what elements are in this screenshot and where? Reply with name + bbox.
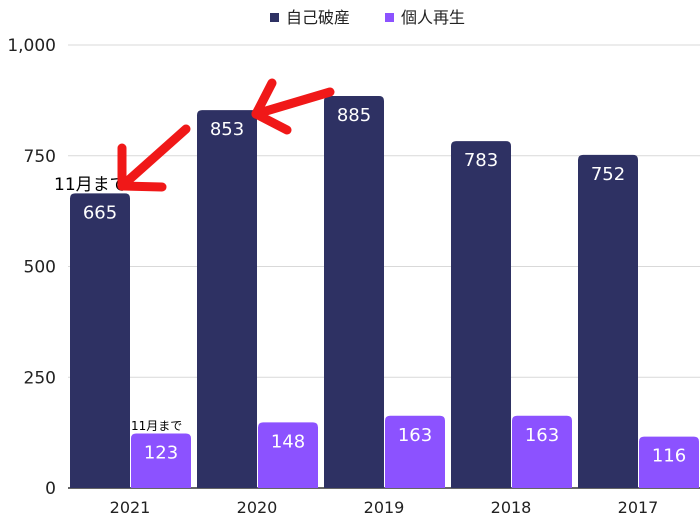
y-tick-label: 1,000 [7, 36, 56, 56]
x-tick-label: 2017 [618, 498, 659, 517]
y-tick-label: 750 [24, 147, 56, 167]
legend: 自己破産 個人再生 [270, 8, 465, 27]
x-axis-ticks: 2021 2020 2019 2018 2017 [110, 498, 659, 517]
y-tick-label: 0 [45, 479, 56, 499]
annotation-label-1: 11月まで [54, 175, 127, 195]
y-tick-label: 250 [24, 368, 56, 388]
data-label: 783 [464, 150, 498, 171]
bar-bankruptcy-2019 [324, 95, 384, 488]
red-arrow-1 [117, 124, 191, 192]
bar-bankruptcy-2021 [70, 193, 130, 488]
annotation-label-2: 11月まで [131, 419, 182, 433]
data-label: 148 [271, 431, 305, 452]
data-label: 163 [525, 425, 559, 446]
y-axis-ticks: 0 250 500 750 1,000 [7, 36, 56, 499]
x-tick-label: 2018 [491, 498, 532, 517]
legend-swatch [385, 13, 394, 22]
data-label: 885 [337, 105, 371, 126]
data-label: 163 [398, 425, 432, 446]
bar-bankruptcy-2017 [578, 154, 638, 488]
bar-rehabilitation-2020 [258, 422, 318, 488]
red-arrow-2 [251, 78, 335, 135]
x-tick-label: 2019 [364, 498, 405, 517]
bar-rehabilitation-2017 [639, 436, 699, 488]
bar-rehabilitation-2021 [131, 433, 191, 488]
bar-bankruptcy-2018 [451, 141, 511, 489]
data-label: 123 [144, 443, 178, 464]
data-label: 853 [210, 119, 244, 140]
bars: 665 123 853 148 885 163 783 163 752 116 [70, 95, 699, 489]
bar-rehabilitation-2018 [512, 415, 572, 488]
legend-label: 自己破産 [286, 8, 350, 27]
x-tick-label: 2020 [237, 498, 278, 517]
legend-label: 個人再生 [401, 8, 465, 27]
x-tick-label: 2021 [110, 498, 151, 517]
data-label: 116 [652, 446, 686, 467]
y-tick-label: 500 [24, 258, 56, 278]
legend-swatch [270, 13, 279, 22]
data-label: 752 [591, 164, 625, 185]
bar-bankruptcy-2020 [197, 110, 257, 488]
data-label: 665 [83, 202, 117, 223]
bar-rehabilitation-2019 [385, 415, 445, 488]
